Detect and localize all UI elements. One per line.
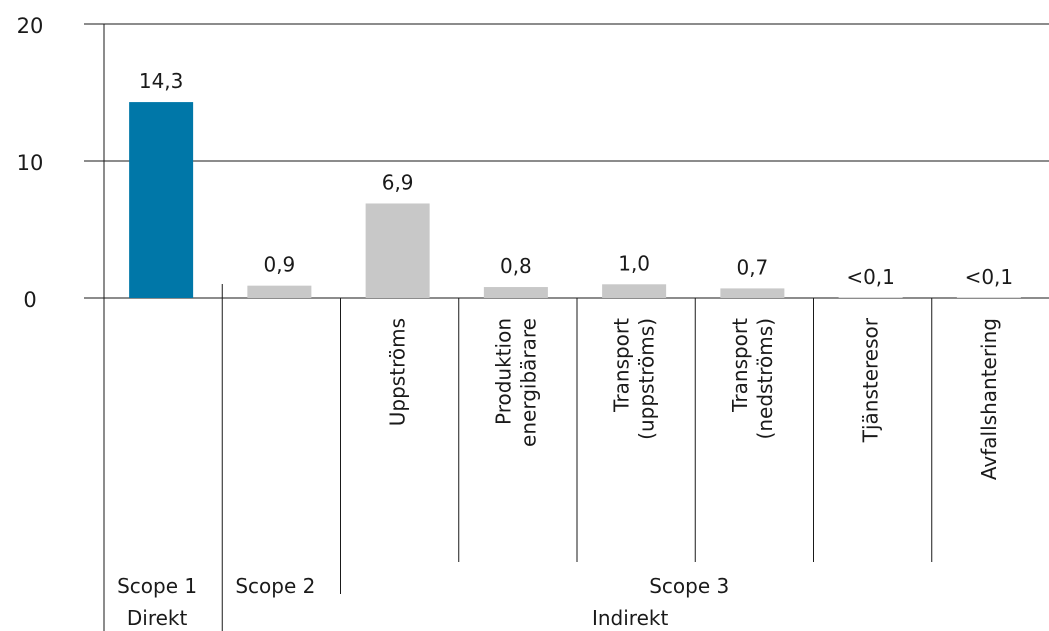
scope-label: Scope 3 [649,574,729,598]
bar [956,297,1021,298]
bars [129,102,1021,298]
value-label: <0,1 [846,265,895,289]
bar [602,284,667,298]
value-labels: 14,3 0,9 6,9 0,8 1,0 0,7 <0,1 <0,1 [139,69,1013,289]
category-label: Tjänsteresor [859,317,883,443]
y-tick-label: 20 [17,14,44,38]
group-labels: Scope 1 Direkt Scope 2 Scope 3 Indirekt [117,574,729,630]
value-label: 0,8 [500,254,532,278]
emission-type-label: Direkt [127,606,188,630]
y-tick-label: 0 [23,288,36,312]
y-tick-label: 10 [17,151,44,175]
category-label: Produktion [491,318,515,425]
y-axis-tick-labels: 0 10 20 [17,14,44,312]
bar [838,297,903,298]
category-label: Transport [728,318,752,413]
bar [365,203,430,298]
category-label: energibärare [516,318,540,447]
category-label: (nedströms) [753,318,777,439]
bar [483,287,548,298]
value-label: 0,7 [736,255,768,279]
bar [720,288,785,298]
category-dividers [103,24,933,631]
value-label: 1,0 [618,251,650,275]
scope-label: Scope 1 [117,574,197,598]
bar [247,285,312,298]
value-label: 6,9 [382,170,414,194]
emission-type-label: Indirekt [592,606,668,630]
category-label: Transport [610,318,634,413]
category-label: Avfallshantering [977,318,1001,480]
value-label: <0,1 [965,265,1014,289]
category-labels: Uppströms Produktion energibärare Transport… [386,317,1001,480]
category-label: Uppströms [386,318,410,426]
value-label: 14,3 [139,69,184,93]
scope-label: Scope 2 [235,574,315,598]
value-label: 0,9 [263,253,295,277]
bar [129,102,194,298]
gridlines [84,23,1049,299]
category-label: (uppströms) [635,318,659,440]
